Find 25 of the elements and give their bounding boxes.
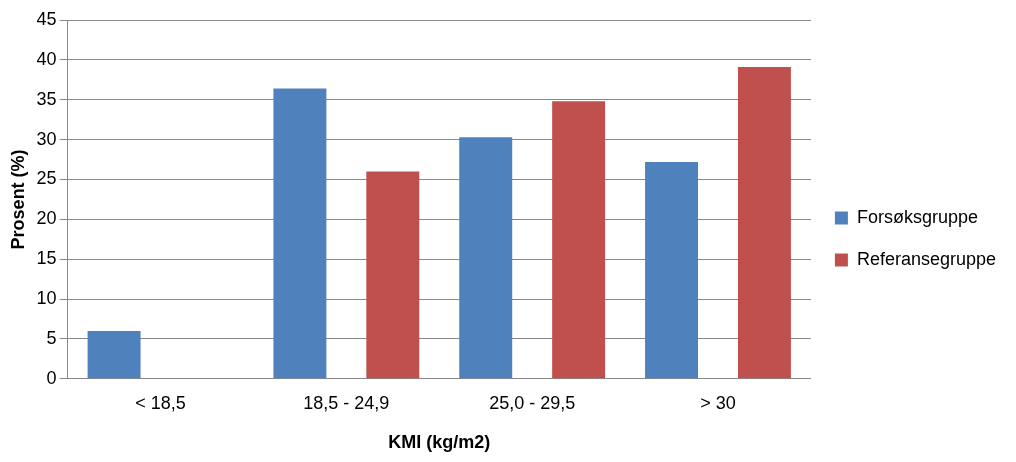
y-tick-label: 10 [36,288,57,309]
y-tick-label: 20 [36,208,57,229]
y-tick-label: 30 [36,128,57,149]
y-tick-label: 0 [46,367,57,388]
y-tick-label: 40 [36,48,57,69]
x-tick-label: 25,0 - 29,5 [489,392,576,413]
y-tick-label: 35 [36,88,57,109]
y-axis-title: Prosent (%) [7,149,28,250]
y-tick-label: 45 [36,8,57,29]
x-tick-label: 18,5 - 24,9 [303,392,390,413]
x-axis-title: KMI (kg/m2) [388,432,491,453]
legend-label: Forsøksgruppe [856,206,978,227]
x-tick-label: > 30 [700,392,736,413]
bar [459,137,513,379]
y-tick-label: 5 [46,327,57,348]
y-tick-label: 15 [36,248,57,269]
bar [737,67,791,379]
y-tick-label: 25 [36,168,57,189]
bar [645,161,699,379]
bar [273,88,327,379]
x-tick-label: < 18,5 [135,392,186,413]
bar [87,330,141,379]
legend-label: Referansegruppe [856,248,997,269]
bar [552,101,606,379]
bar [366,171,420,379]
